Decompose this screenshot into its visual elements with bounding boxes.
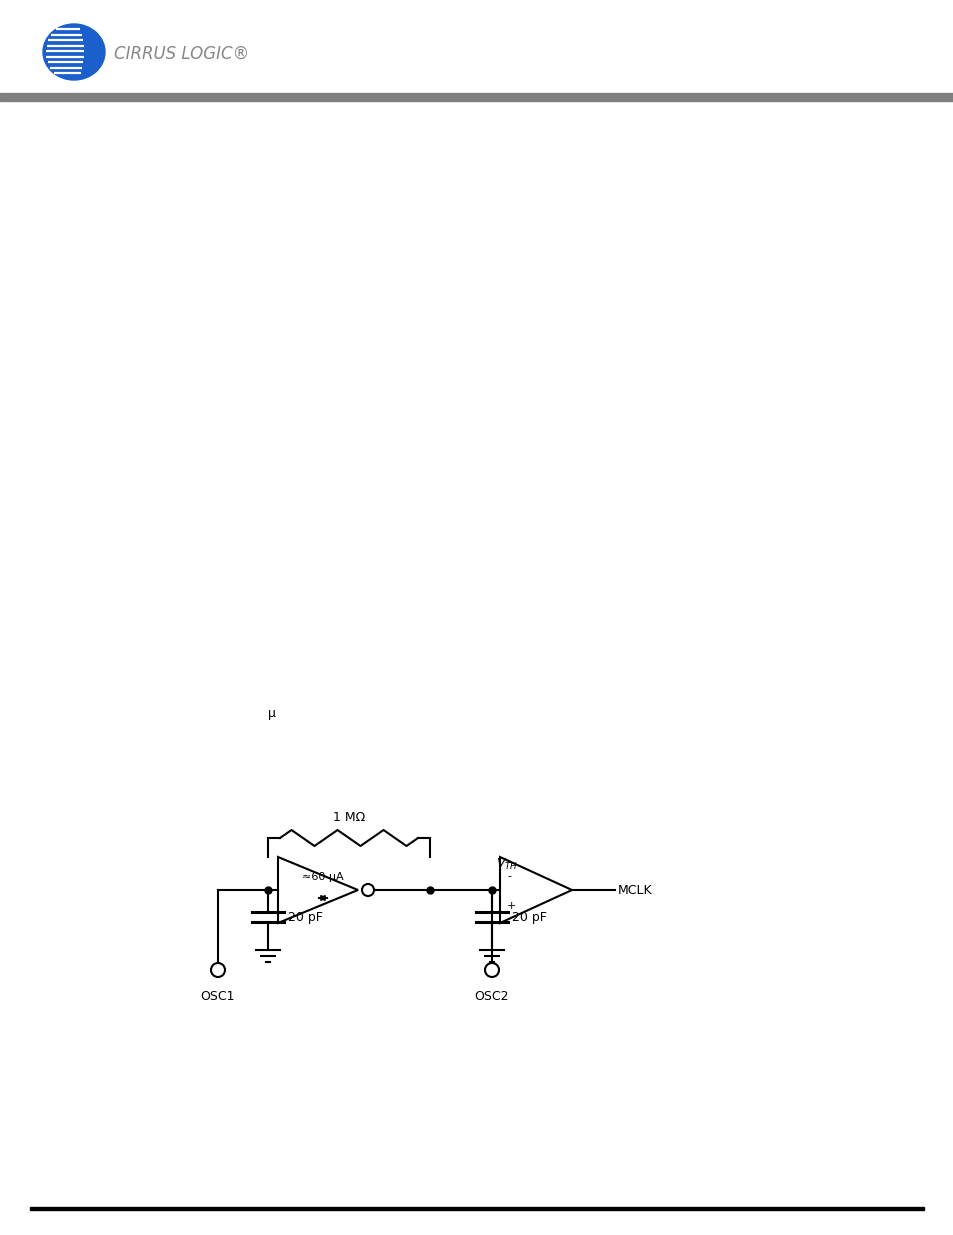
Text: CIRRUS LOGIC®: CIRRUS LOGIC® — [113, 44, 249, 63]
Text: -: - — [506, 871, 511, 881]
Text: MCLK: MCLK — [618, 883, 652, 897]
Text: OSC2: OSC2 — [475, 990, 509, 1003]
Text: $V_{TH}$: $V_{TH}$ — [496, 857, 517, 872]
Text: 1 MΩ: 1 MΩ — [333, 811, 365, 824]
Ellipse shape — [43, 23, 105, 80]
Text: OSC1: OSC1 — [200, 990, 235, 1003]
Text: 20 pF: 20 pF — [288, 910, 322, 924]
Bar — [0, 93, 953, 101]
Text: +: + — [506, 902, 516, 911]
Text: 20 pF: 20 pF — [512, 910, 546, 924]
Bar — [30, 1207, 923, 1210]
Text: ≈60 μA: ≈60 μA — [302, 872, 343, 882]
Text: μ: μ — [268, 706, 275, 720]
